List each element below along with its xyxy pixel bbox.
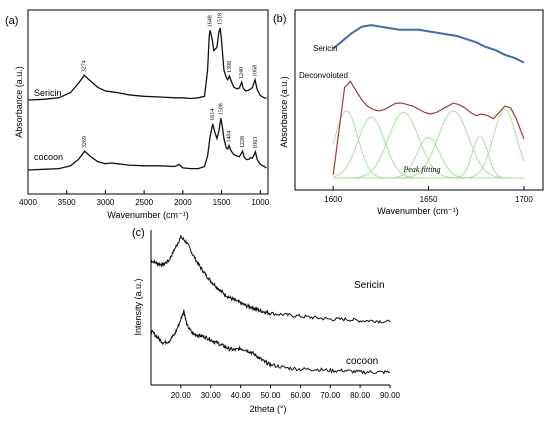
panel-c-series-cocoon: [150, 309, 391, 375]
panel-c: (c) 20.00 30.00 40.00 50.00 60.00 70.00 80.00 9…: [132, 227, 401, 414]
panel-a-xlabel: Wavenumber (cm⁻¹): [107, 210, 188, 220]
panel-a-series-cocoon: [27, 118, 267, 171]
panel-b-xtick-label-1: 1650: [420, 195, 438, 204]
panel-c-series-sericin: [151, 235, 391, 324]
panel-a: (a) 4000 3500 3000 2500 2000 1500 1000 3274 164…: [5, 9, 270, 220]
panel-a-series-sericin: [27, 27, 267, 101]
panel-c-xtick-label-2: 40.00: [231, 391, 252, 400]
panel-b: (b) 1600 1650 1700 Absorbance (a.u.) Waven…: [273, 9, 544, 216]
panel-a-frame: [27, 9, 269, 195]
panel-b-xtick-label-0: 1600: [324, 195, 342, 204]
panel-c-xtick-label-6: 80.00: [350, 391, 371, 400]
panel-c-xtick-label-0: 20.00: [171, 391, 192, 400]
panel-a-xtick-label-4: 2000: [174, 198, 192, 207]
panel-c-xtick-label-7: 90.00: [380, 391, 401, 400]
panel-b-xlabel: Wavenumber (cm⁻¹): [377, 206, 458, 216]
panel-a-peak-label-1-5: 1063: [253, 137, 259, 149]
panel-a-trace-label-cocoon: cocoon: [34, 152, 63, 162]
panel-a-peak-label-1-0: 3269: [82, 136, 88, 148]
panel-a-peak-label-1-4: 1228: [240, 136, 246, 148]
panel-a-peak-labels: 3274 1648 1518 1398 1240 1068 3269 1614 1508 1404…: [82, 13, 259, 149]
panel-c-xtick-label-5: 70.00: [320, 391, 341, 400]
panel-b-trace-label-sericin: Sericin: [313, 44, 337, 53]
panel-a-peak-label-0-5: 1068: [252, 65, 258, 77]
panel-a-xtick-label-5: 1500: [213, 198, 231, 207]
panel-b-series-sericin: [332, 24, 525, 64]
panel-c-xtick-label-4: 60.00: [290, 391, 311, 400]
panel-a-peak-label-1-1: 1614: [210, 109, 216, 121]
panel-b-fit-peaks: [332, 108, 525, 179]
panel-b-ylabel: Absorbance (a.u.): [279, 76, 289, 148]
panel-b-xticks: 1600 1650 1700: [324, 186, 533, 204]
panel-a-xtick-label-1: 3500: [58, 198, 76, 207]
panel-a-peak-label-1-3: 1404: [226, 131, 232, 143]
panel-a-xtick-label-3: 2500: [135, 198, 153, 207]
panel-c-xtick-label-1: 30.00: [201, 391, 222, 400]
panel-b-xtick-label-2: 1700: [515, 195, 533, 204]
panel-c-xticks: 20.00 30.00 40.00 50.00 60.00 70.00 80.00 90.00: [171, 385, 401, 400]
panel-c-series: [150, 235, 391, 375]
panel-b-label: (b): [273, 13, 286, 25]
panel-b-annotation-peak-fitting: Peak fitting: [402, 165, 440, 174]
panel-b-trace-label-deconvoluted: Deconvoluted: [299, 71, 348, 80]
panel-c-trace-label-sericin: Sericin: [354, 280, 385, 291]
panel-a-xtick-label-6: 1000: [251, 198, 269, 207]
panel-a-peak-label-1-2: 1508: [218, 103, 224, 115]
panel-a-xticks: 4000 3500 3000 2500 2000 1500 1000: [19, 190, 270, 207]
panel-b-series-deconvoluted: [332, 80, 525, 175]
panel-c-trace-label-cocoon: cocoon: [346, 356, 378, 367]
panel-b-frame: [294, 9, 544, 191]
panel-a-peak-label-0-1: 1648: [207, 15, 213, 27]
panel-a-ylabel: Absorbance (a.u.): [14, 66, 24, 138]
panel-a-xtick-label-0: 4000: [19, 198, 37, 207]
panel-c-ylabel: Intensity (a.u.): [133, 278, 143, 335]
panel-a-peak-label-0-0: 3274: [82, 60, 88, 72]
panel-c-label: (c): [132, 227, 145, 239]
panel-a-peak-label-0-2: 1518: [218, 13, 224, 25]
panel-c-xtick-label-3: 50.00: [260, 391, 281, 400]
panel-a-trace-label-sericin: Sericin: [34, 88, 62, 98]
panel-a-peak-label-0-3: 1398: [227, 61, 233, 73]
panel-a-peak-label-0-4: 1240: [239, 67, 245, 79]
panel-b-series: [332, 24, 525, 175]
panel-a-xtick-label-2: 3000: [97, 198, 115, 207]
panel-a-label: (a): [5, 15, 18, 27]
panel-c-xlabel: 2theta (°): [249, 404, 286, 414]
panel-a-series: [27, 27, 267, 171]
